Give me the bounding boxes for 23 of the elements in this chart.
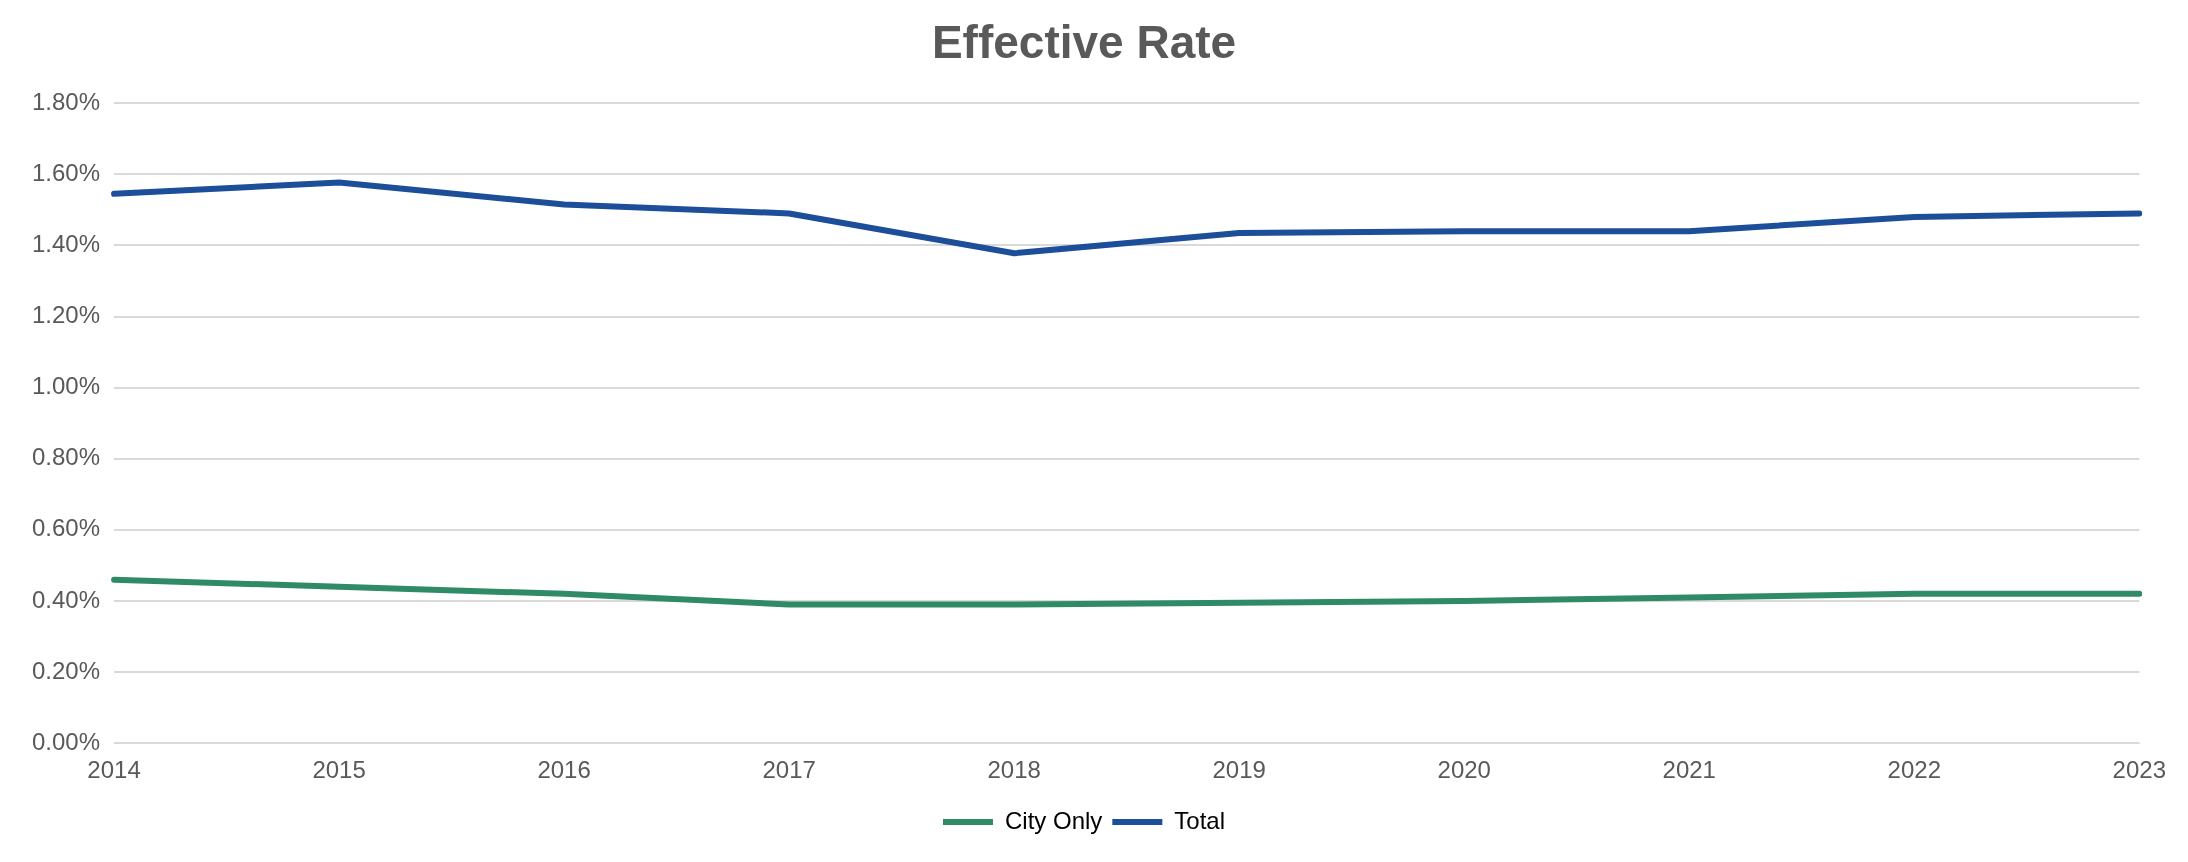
x-tick-label: 2020 bbox=[1437, 756, 1491, 784]
y-tick-label: 0.80% bbox=[31, 443, 101, 471]
y-tick-label: 1.20% bbox=[31, 301, 101, 329]
legend-label: City Only bbox=[1004, 806, 1103, 834]
y-tick-label: 0.20% bbox=[31, 656, 101, 684]
legend-label: Total bbox=[1174, 806, 1226, 834]
x-tick-label: 2021 bbox=[1662, 756, 1716, 784]
y-tick-label: 0.40% bbox=[31, 585, 101, 613]
x-tick-label: 2018 bbox=[987, 756, 1041, 784]
y-tick-label: 1.40% bbox=[31, 230, 101, 258]
y-tick-label: 1.00% bbox=[31, 372, 101, 400]
x-tick-label: 2023 bbox=[2112, 756, 2166, 784]
x-tick-label: 2022 bbox=[1887, 756, 1941, 784]
x-tick-label: 2019 bbox=[1212, 756, 1266, 784]
x-tick-label: 2016 bbox=[537, 756, 591, 784]
chart-title: Effective Rate bbox=[931, 16, 1237, 69]
y-tick-label: 0.00% bbox=[31, 727, 101, 755]
y-tick-label: 0.60% bbox=[31, 514, 101, 542]
y-tick-label: 1.60% bbox=[31, 158, 101, 186]
x-tick-label: 2017 bbox=[762, 756, 816, 784]
y-tick-label: 1.80% bbox=[31, 87, 101, 115]
x-tick-label: 2014 bbox=[87, 756, 141, 784]
x-tick-label: 2015 bbox=[312, 756, 366, 784]
